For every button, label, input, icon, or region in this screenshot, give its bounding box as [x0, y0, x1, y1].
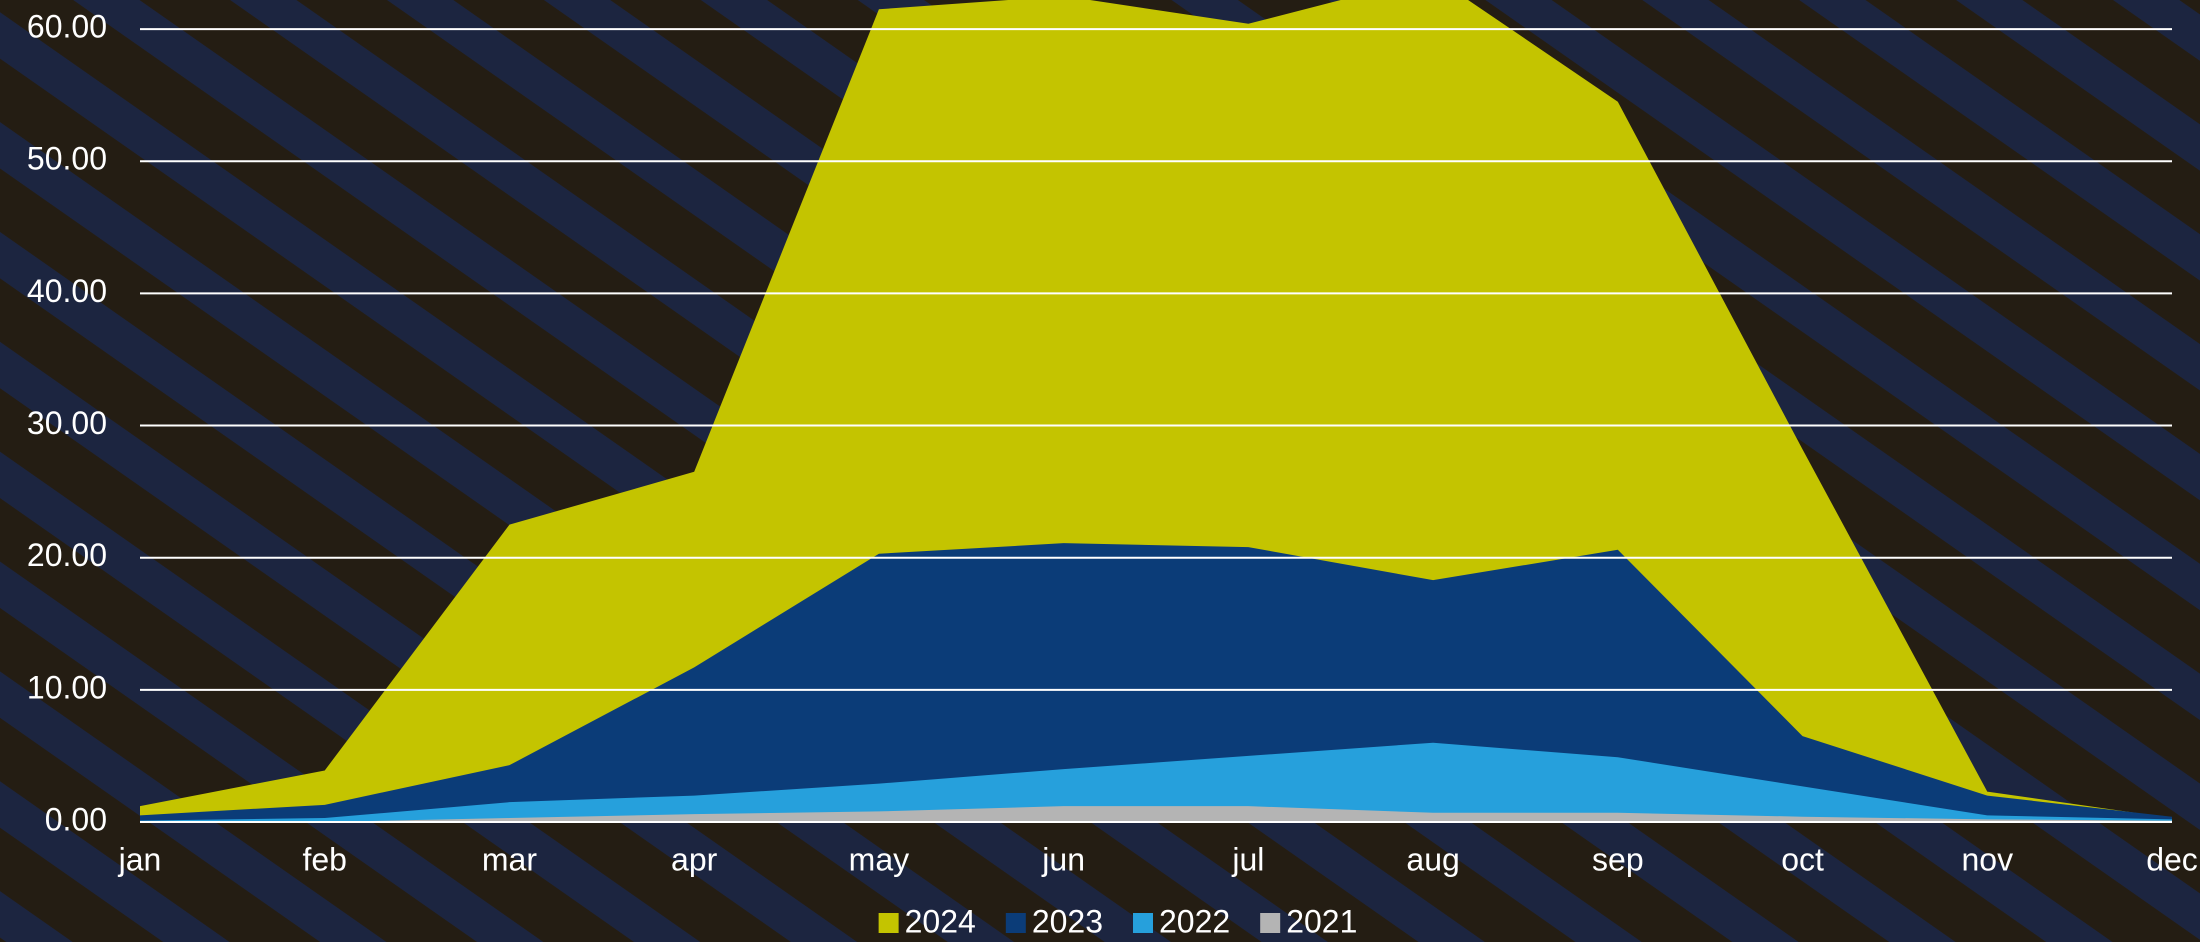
x-tick-label: dec	[2146, 841, 2198, 877]
x-tick-label: jul	[1231, 841, 1264, 877]
y-tick-label: 10.00	[27, 669, 107, 705]
y-tick-label: 50.00	[27, 141, 107, 177]
legend-label: 2024	[905, 903, 976, 939]
x-tick-label: mar	[482, 841, 537, 877]
legend: 2024 2023 2022 2021	[878, 903, 1357, 939]
x-tick-label: feb	[302, 841, 346, 877]
legend-label: 2022	[1159, 903, 1230, 939]
y-tick-label: 30.00	[27, 405, 107, 441]
x-tick-label: sep	[1592, 841, 1644, 877]
y-tick-label: 40.00	[27, 273, 107, 309]
axes: 0.00 10.00 20.00 30.00 40.00 50.00 60.00 jan feb…	[27, 9, 2198, 878]
legend-label: 2021	[1286, 903, 1357, 939]
areas	[140, 0, 2172, 822]
legend-swatch	[878, 913, 899, 933]
legend-swatch	[1260, 913, 1281, 933]
x-tick-label: jun	[1041, 841, 1085, 877]
area	[140, 543, 2172, 822]
legend-swatch	[1005, 913, 1026, 933]
x-tick-label: aug	[1406, 841, 1459, 877]
legend-swatch	[1133, 913, 1153, 933]
y-tick-label: 0.00	[45, 801, 107, 837]
x-tick-label: may	[849, 841, 909, 877]
area	[140, 742, 2172, 822]
y-tick-label: 60.00	[27, 9, 107, 45]
x-tick-label: jan	[118, 841, 162, 877]
x-tick-label: oct	[1781, 841, 1824, 877]
legend-label: 2023	[1032, 903, 1103, 939]
area	[140, 806, 2172, 822]
y-tick-label: 20.00	[27, 537, 107, 573]
x-tick-label: apr	[671, 841, 718, 877]
x-tick-label: nov	[1961, 841, 2013, 877]
